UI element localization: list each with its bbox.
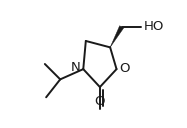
Text: N: N <box>70 61 80 74</box>
Text: O: O <box>95 94 105 108</box>
Text: HO: HO <box>143 20 164 33</box>
Polygon shape <box>110 26 124 47</box>
Text: O: O <box>120 62 130 75</box>
